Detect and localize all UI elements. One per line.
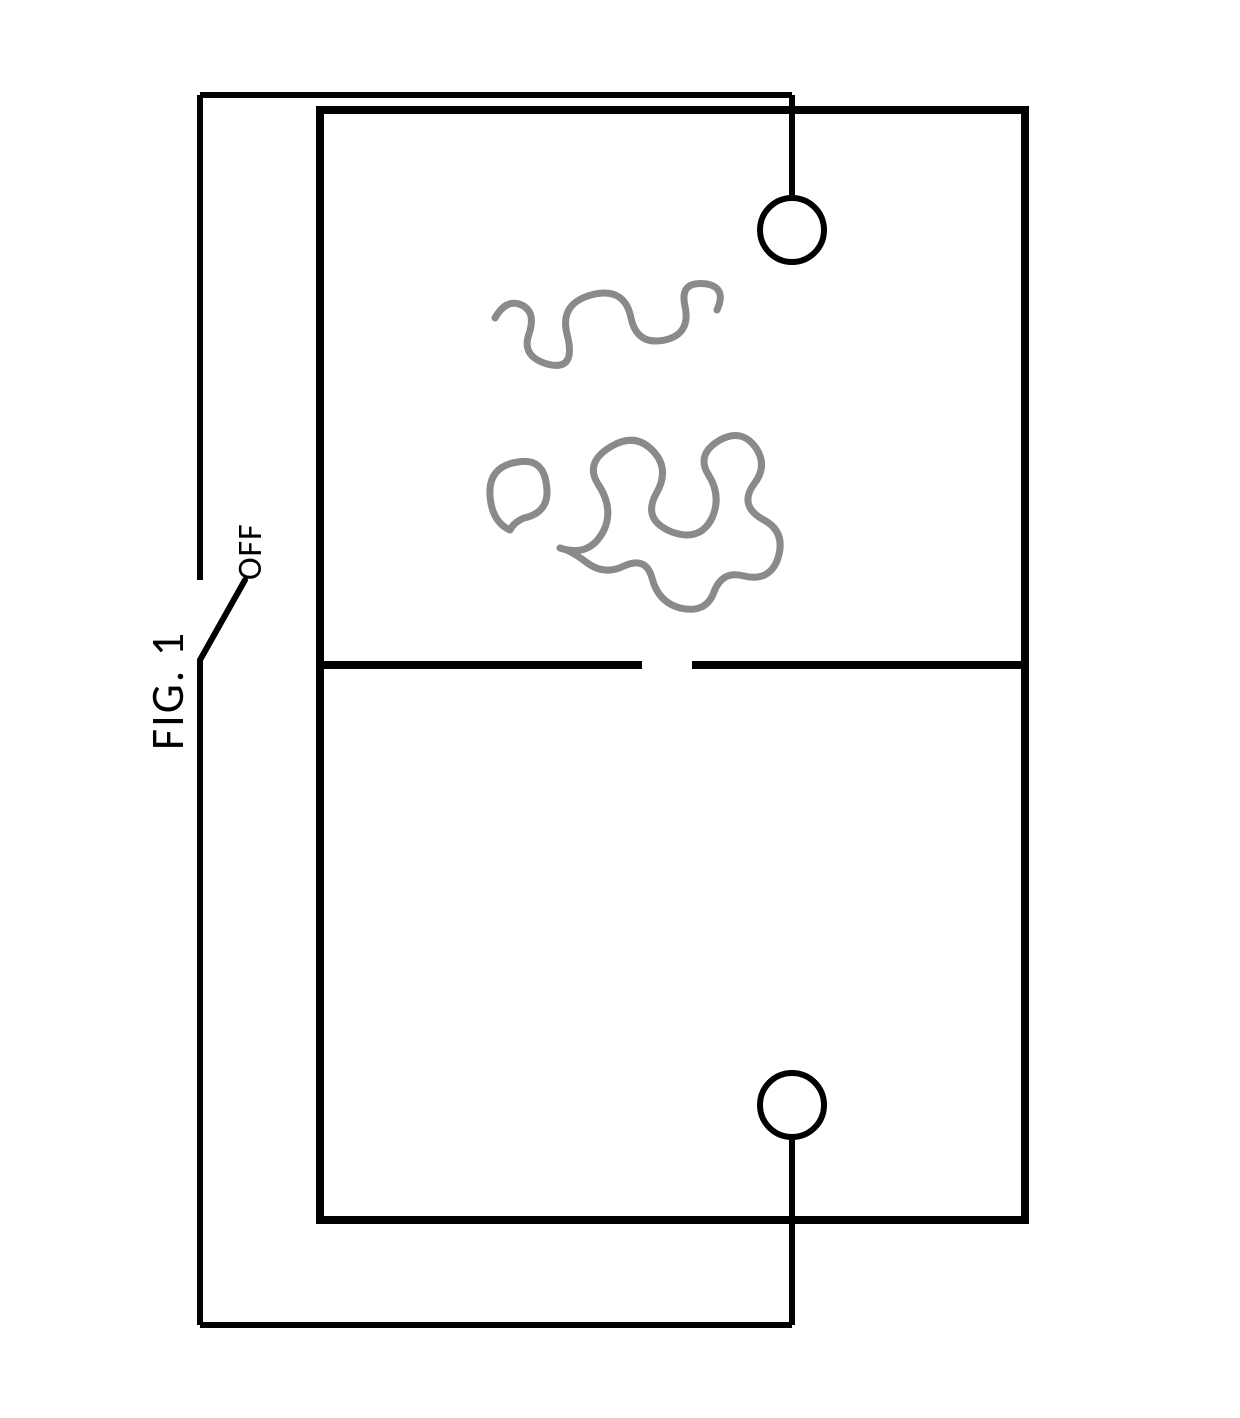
switch-state-label: OFF — [230, 523, 271, 580]
molecule-squiggle — [490, 283, 780, 609]
figure-caption: FIG. 1 — [140, 631, 196, 750]
switch-arm — [200, 580, 245, 660]
electrode-top — [760, 198, 824, 262]
electrode-bottom — [760, 1073, 824, 1137]
